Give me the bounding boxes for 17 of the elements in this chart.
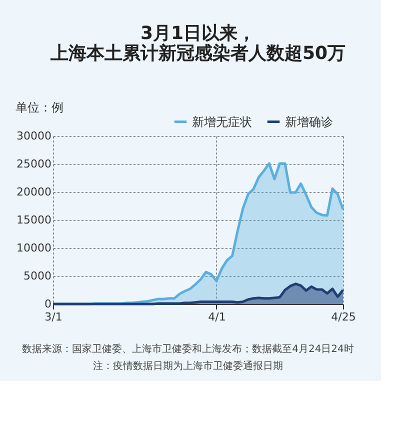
legend-label: 新增无症状 bbox=[192, 114, 252, 129]
y-tick-label: 15000 bbox=[16, 214, 52, 226]
legend-label: 新增确诊 bbox=[285, 114, 333, 129]
y-tick-label: 25000 bbox=[16, 158, 52, 170]
x-tick-label: 4/1 bbox=[208, 310, 226, 324]
x-tick-label: 4/25 bbox=[331, 310, 356, 324]
text: 上海本土累计新冠感染者人数超50万 bbox=[50, 43, 346, 64]
y-tick-label: 5000 bbox=[24, 270, 52, 282]
y-tick-label: 30000 bbox=[16, 130, 52, 142]
text: 3月1日以来， bbox=[140, 23, 256, 44]
source-note: 数据来源：国家卫健委、上海市卫健委和上海发布；数据截至4月24日24时 bbox=[22, 343, 354, 355]
text: 注：疫情数据日期为上海市卫健委通报日期 bbox=[93, 360, 283, 372]
y-axis-title: 单位：例 bbox=[16, 100, 64, 114]
x-tick-label: 3/1 bbox=[44, 310, 62, 324]
y-tick-label: 20000 bbox=[16, 186, 52, 198]
y-tick-label: 0 bbox=[44, 298, 52, 310]
y-tick-label: 10000 bbox=[16, 242, 52, 254]
